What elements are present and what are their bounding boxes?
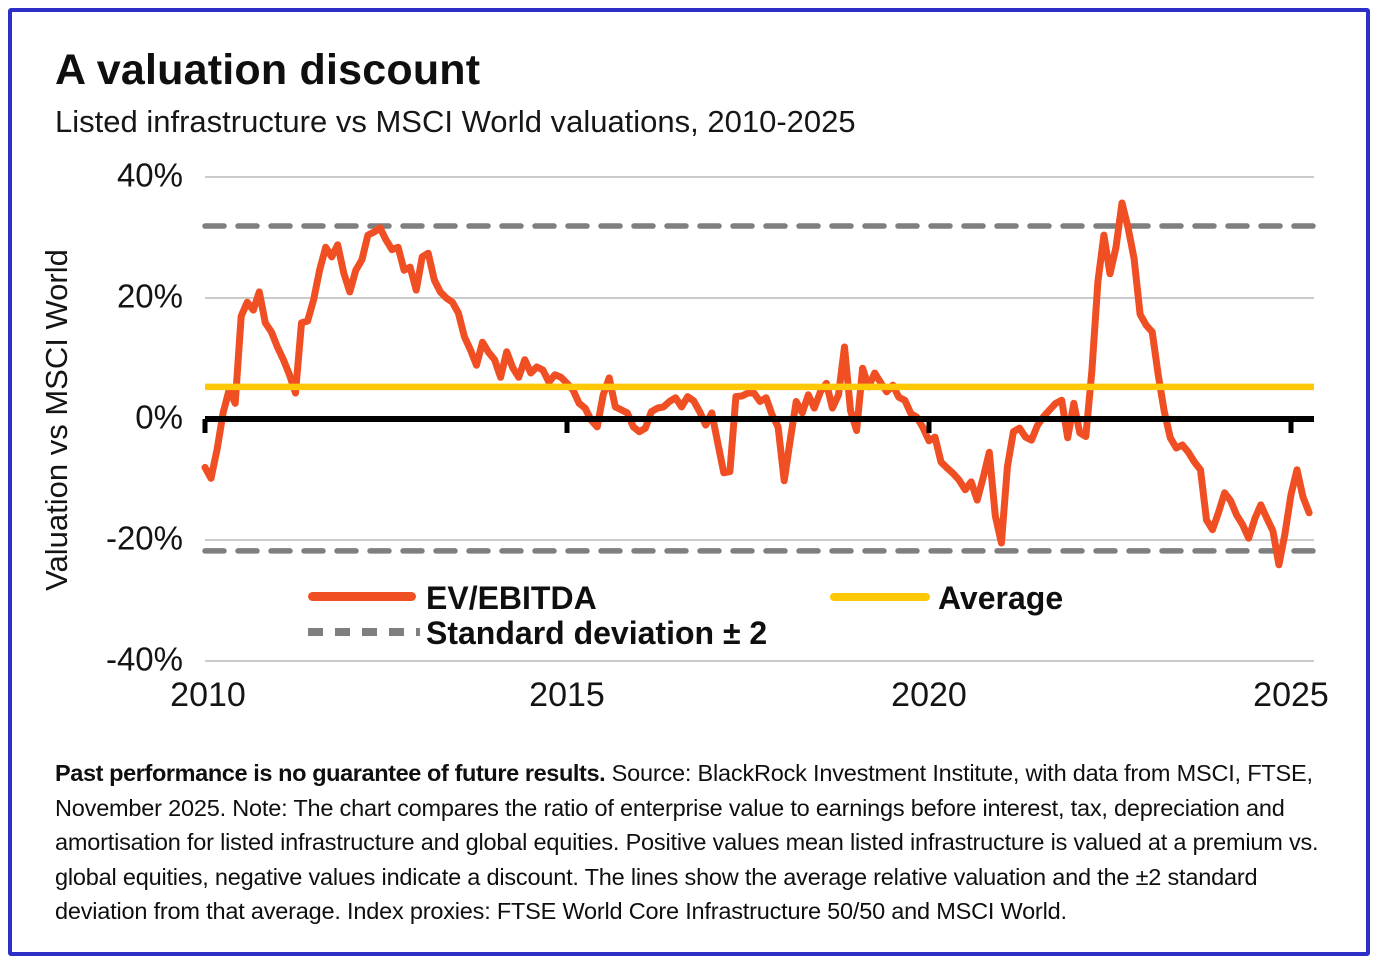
- y-tick-20: 20%: [116, 277, 183, 315]
- y-axis-title: Valuation vs MSCI World: [39, 249, 74, 591]
- chart-title: A valuation discount: [55, 46, 481, 94]
- legend-swatch-ev-ebitda: [308, 592, 416, 601]
- y-tick-0: 0%: [135, 398, 183, 436]
- footnote-bold: Past performance is no guarantee of futu…: [55, 760, 606, 786]
- y-tick-neg20: -20%: [105, 519, 183, 557]
- chart-subtitle: Listed infrastructure vs MSCI World valu…: [55, 104, 856, 139]
- legend-swatch-average: [830, 593, 930, 601]
- legend-label-ev-ebitda: EV/EBITDA: [426, 580, 597, 616]
- footnote: Past performance is no guarantee of futu…: [55, 756, 1333, 929]
- x-tick-2015: 2015: [529, 676, 605, 714]
- legend-label-std-deviation: Standard deviation ± 2: [426, 615, 768, 651]
- y-tick-40: 40%: [116, 156, 183, 194]
- x-tick-2020: 2020: [891, 676, 967, 714]
- legend-swatch-std-deviation: [308, 628, 420, 636]
- footnote-text: Source: BlackRock Investment Institute, …: [55, 760, 1319, 925]
- y-tick-neg40: -40%: [105, 640, 183, 678]
- legend-label-average: Average: [938, 580, 1064, 616]
- x-tick-2010: 2010: [170, 676, 246, 714]
- x-tick-2025: 2025: [1253, 676, 1329, 714]
